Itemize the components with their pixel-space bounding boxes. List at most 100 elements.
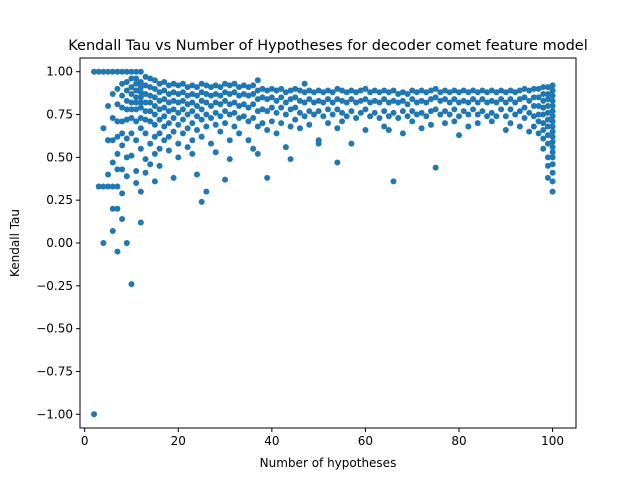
data-point bbox=[540, 97, 547, 104]
data-point bbox=[198, 89, 205, 96]
data-point bbox=[381, 108, 388, 115]
data-point bbox=[521, 104, 528, 111]
data-point bbox=[334, 96, 341, 103]
data-point bbox=[385, 126, 392, 133]
data-point bbox=[287, 87, 294, 94]
data-point bbox=[544, 174, 551, 181]
data-point bbox=[320, 113, 327, 120]
data-point bbox=[212, 99, 219, 106]
data-point bbox=[535, 102, 542, 109]
y-tick-label: −0.75 bbox=[36, 364, 73, 378]
data-point bbox=[128, 130, 135, 137]
data-point bbox=[226, 82, 233, 89]
data-point bbox=[460, 87, 467, 94]
data-point bbox=[259, 94, 266, 101]
data-point bbox=[259, 106, 266, 113]
data-point bbox=[193, 171, 200, 178]
data-point bbox=[427, 87, 434, 94]
data-point bbox=[142, 73, 149, 80]
data-point bbox=[189, 90, 196, 97]
data-point bbox=[549, 118, 556, 125]
data-point bbox=[147, 161, 154, 168]
data-point bbox=[100, 183, 107, 190]
data-point bbox=[390, 109, 397, 116]
data-point bbox=[526, 128, 533, 135]
data-point bbox=[123, 173, 130, 180]
data-point bbox=[549, 113, 556, 120]
data-point bbox=[474, 89, 481, 96]
data-point bbox=[390, 87, 397, 94]
data-point bbox=[516, 108, 523, 115]
data-point bbox=[441, 108, 448, 115]
data-point bbox=[128, 68, 135, 75]
data-point bbox=[203, 188, 210, 195]
data-point bbox=[208, 102, 215, 109]
data-point bbox=[236, 92, 243, 99]
data-point bbox=[451, 87, 458, 94]
data-point bbox=[208, 92, 215, 99]
data-point bbox=[231, 109, 238, 116]
data-point bbox=[189, 99, 196, 106]
data-point bbox=[128, 152, 135, 159]
data-point bbox=[156, 80, 163, 87]
data-point bbox=[133, 168, 140, 175]
data-point bbox=[456, 89, 463, 96]
data-point bbox=[100, 68, 107, 75]
data-point bbox=[549, 102, 556, 109]
data-point bbox=[526, 97, 533, 104]
data-point bbox=[479, 87, 486, 94]
data-point bbox=[184, 144, 191, 151]
data-point bbox=[334, 159, 341, 166]
data-point bbox=[413, 99, 420, 106]
data-point bbox=[165, 120, 172, 127]
data-point bbox=[432, 94, 439, 101]
data-point bbox=[193, 126, 200, 133]
data-point bbox=[268, 118, 275, 125]
data-point bbox=[222, 176, 229, 183]
data-point bbox=[128, 106, 135, 113]
data-point bbox=[353, 99, 360, 106]
data-point bbox=[530, 113, 537, 120]
data-point bbox=[165, 90, 172, 97]
data-point bbox=[348, 87, 355, 94]
data-point bbox=[105, 137, 112, 144]
data-point bbox=[156, 106, 163, 113]
data-point bbox=[142, 130, 149, 137]
data-point bbox=[287, 106, 294, 113]
data-point bbox=[301, 89, 308, 96]
data-point bbox=[105, 68, 112, 75]
data-point bbox=[231, 80, 238, 87]
data-point bbox=[137, 94, 144, 101]
data-point bbox=[175, 99, 182, 106]
data-point bbox=[325, 106, 331, 113]
x-axis: 0 20 40 60 80 100 bbox=[81, 428, 564, 448]
data-point bbox=[208, 114, 215, 121]
data-point bbox=[109, 183, 116, 190]
data-point bbox=[109, 137, 116, 144]
data-point bbox=[114, 118, 121, 125]
data-point bbox=[390, 97, 397, 104]
data-point bbox=[151, 150, 158, 157]
data-point bbox=[179, 106, 186, 113]
data-point bbox=[189, 137, 196, 144]
data-point bbox=[142, 116, 149, 123]
data-point bbox=[446, 111, 453, 118]
data-point bbox=[212, 82, 219, 89]
data-point bbox=[161, 123, 168, 130]
data-point bbox=[114, 166, 121, 173]
data-point bbox=[339, 118, 346, 125]
data-point bbox=[329, 89, 336, 96]
data-point bbox=[512, 89, 519, 96]
data-point bbox=[362, 106, 369, 113]
data-point bbox=[441, 87, 448, 94]
data-point bbox=[222, 120, 229, 127]
data-point bbox=[282, 111, 289, 118]
data-point bbox=[507, 120, 514, 127]
data-point bbox=[549, 87, 556, 94]
data-point bbox=[151, 111, 158, 118]
data-point bbox=[395, 99, 402, 106]
data-point bbox=[367, 99, 374, 106]
data-point bbox=[404, 90, 411, 97]
data-point bbox=[151, 85, 158, 92]
data-point bbox=[147, 75, 154, 82]
